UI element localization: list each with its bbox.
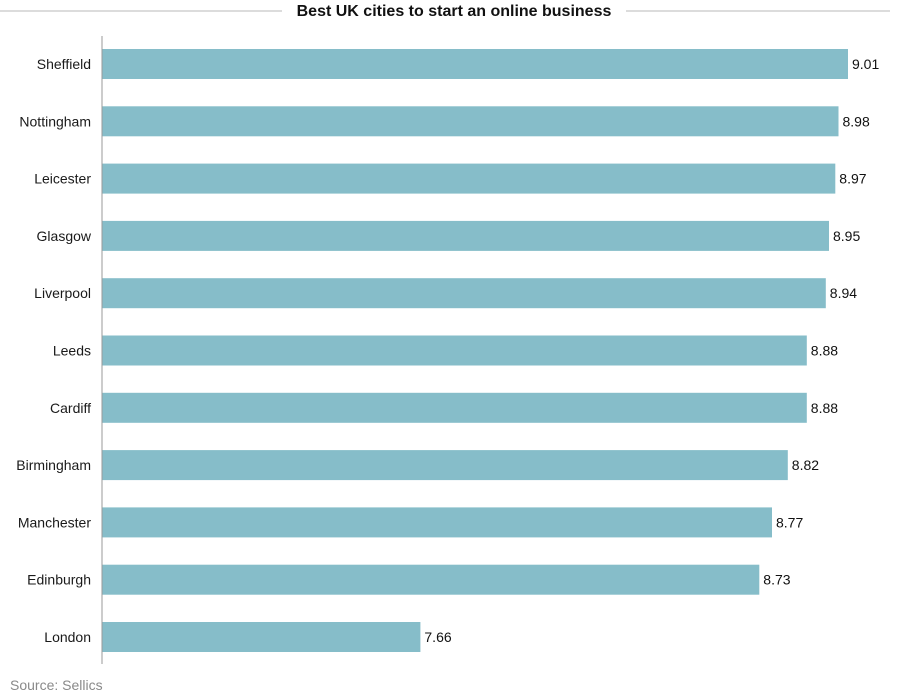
- category-tick-label: Sheffield: [37, 56, 91, 72]
- value-data-label: 7.66: [424, 629, 451, 645]
- category-tick-label: Cardiff: [50, 400, 91, 416]
- category-tick-label: Liverpool: [34, 285, 91, 301]
- value-data-label: 8.77: [776, 514, 803, 530]
- category-tick-label: Birmingham: [16, 457, 91, 473]
- value-data-label: 8.94: [830, 285, 857, 301]
- value-data-label: 8.95: [833, 228, 860, 244]
- value-data-label: 8.88: [811, 343, 838, 359]
- category-tick-label: Manchester: [18, 514, 91, 530]
- category-tick-label: Nottingham: [19, 113, 91, 129]
- value-data-label: 9.01: [852, 56, 879, 72]
- bar: [102, 278, 826, 309]
- bar: [102, 450, 788, 481]
- category-tick-label: Glasgow: [37, 228, 92, 244]
- bar: [102, 392, 807, 423]
- source-note: Source: Sellics: [10, 677, 103, 693]
- bar: [102, 163, 836, 194]
- bar: [102, 622, 421, 652]
- value-data-label: 8.73: [763, 572, 790, 588]
- bar: [102, 507, 772, 538]
- bar: [102, 335, 807, 366]
- chart-title: Best UK cities to start an online busine…: [297, 3, 612, 20]
- value-data-label: 8.88: [811, 400, 838, 416]
- category-tick-label: Leeds: [53, 343, 91, 359]
- category-tick-label: Leicester: [34, 171, 91, 187]
- value-data-label: 8.82: [792, 457, 819, 473]
- bar: [102, 564, 760, 595]
- value-data-label: 8.98: [843, 113, 870, 129]
- category-tick-label: Edinburgh: [27, 572, 91, 588]
- bar: [102, 220, 829, 251]
- bars-group: Sheffield 9.01 Nottingham 8.98 Leicester 8.97…: [16, 49, 879, 652]
- bar: [102, 49, 848, 79]
- bar: [102, 106, 839, 137]
- category-tick-label: London: [44, 629, 91, 645]
- value-data-label: 8.97: [839, 171, 866, 187]
